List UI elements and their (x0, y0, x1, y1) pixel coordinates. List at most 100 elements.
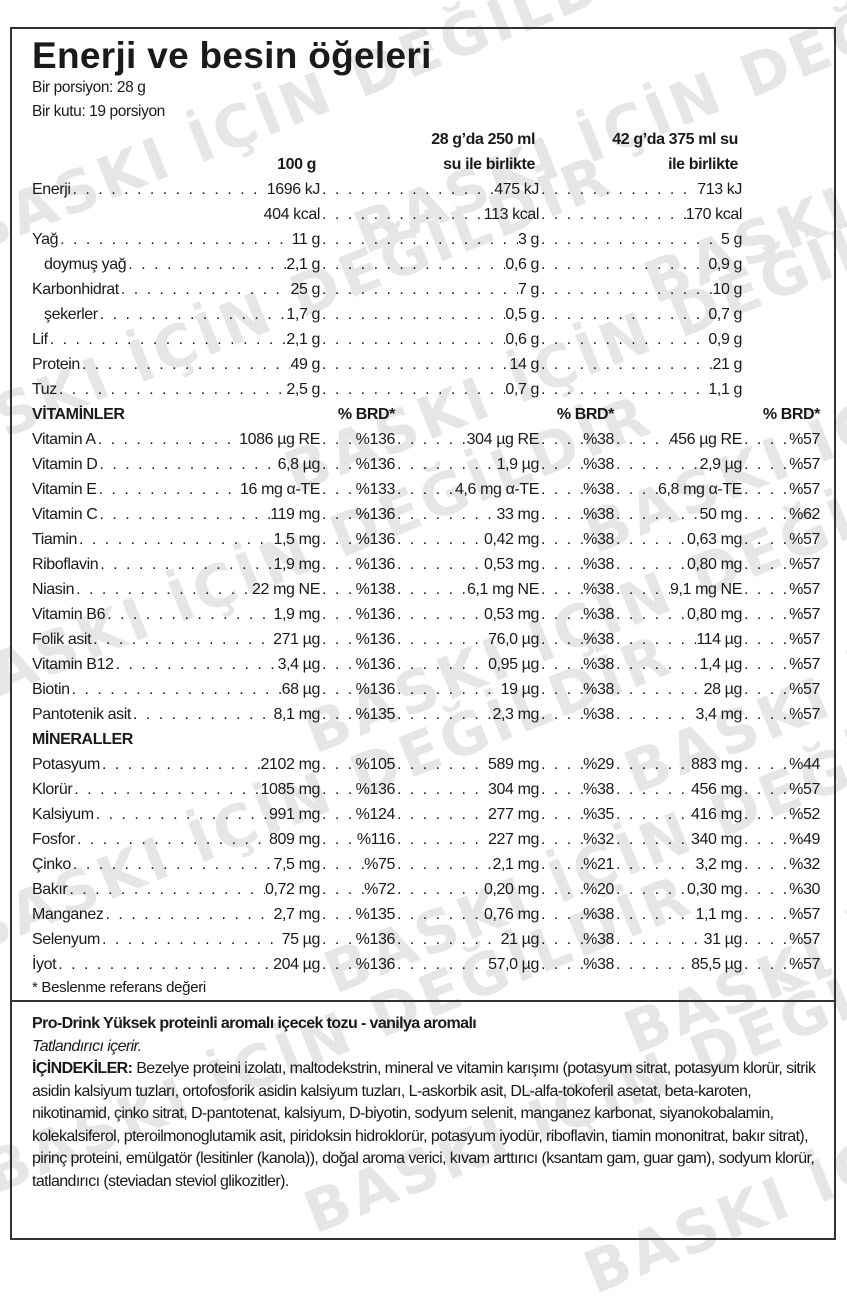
row-cell: %57 (742, 927, 820, 952)
brd-250ml: %38 (583, 706, 614, 723)
row-cell: Enerji 1696 kJ (32, 177, 320, 202)
dot-leader (539, 477, 583, 502)
row-cell: 0,5 g (320, 302, 539, 327)
value-375ml: 5 g (720, 231, 742, 248)
amount-250ml: 4,6 mg α-TE (455, 481, 539, 498)
brd-250ml: %38 (583, 906, 614, 923)
dot-leader (614, 802, 691, 827)
dot-leader (126, 252, 286, 277)
dot-leader (320, 427, 356, 452)
amount-250ml: 33 mg (496, 506, 540, 523)
dot-leader (320, 452, 356, 477)
row-cell: Vitamin B6 1,9 mg (32, 602, 320, 627)
dot-leader (614, 677, 704, 702)
dot-leader (742, 477, 789, 502)
dot-leader (614, 752, 691, 777)
row-cell: %136 (320, 677, 396, 702)
row-cell: % BRD* (544, 402, 615, 427)
row-cell: %136 (320, 602, 396, 627)
row-cell: %38 (539, 652, 614, 677)
brd-375ml: %49 (789, 831, 820, 848)
table-row: Vitamin D 6,8 µg %136 1,9 µg %38 2,9 µg %57 (12, 452, 838, 477)
row-cell: %38 (539, 902, 614, 927)
brd-250ml: %38 (583, 481, 614, 498)
dot-leader (395, 877, 484, 902)
brd-375ml: %57 (789, 631, 820, 648)
brd-250ml: %29 (583, 756, 614, 773)
dot-leader (56, 952, 273, 977)
dot-leader (320, 252, 505, 277)
brd-100g: %136 (355, 631, 396, 648)
dot-leader (614, 627, 696, 652)
dot-leader (320, 652, 356, 677)
dot-leader (539, 702, 583, 727)
row-cell: 0,9 g (539, 327, 742, 352)
dot-leader (96, 427, 239, 452)
dot-leader (119, 277, 291, 302)
amount-250ml: 0,20 mg (483, 881, 539, 898)
dot-leader (320, 677, 356, 702)
nutrient-label: Tuz (32, 381, 57, 398)
nutrient-label: Yağ (32, 231, 59, 248)
nutrient-label: şekerler (44, 306, 98, 323)
dot-leader (97, 502, 270, 527)
amount-375ml: 456 mg (691, 781, 742, 798)
row-cell: 1,9 µg (395, 452, 540, 477)
dot-leader (614, 927, 704, 952)
amount-375ml: 883 mg (691, 756, 742, 773)
table-row: Klorür 1085 mg %136 304 mg %38 456 mg %57 (12, 777, 838, 802)
row-cell: %136 (320, 427, 396, 452)
dot-leader (320, 952, 356, 977)
row-cell: %29 (539, 752, 614, 777)
amount-100g: 204 µg (273, 956, 320, 973)
row-cell: Kalsiyum 991 mg (32, 802, 320, 827)
amount-100g: 8,1 mg (273, 706, 320, 723)
dot-leader (614, 777, 691, 802)
brd-100g: %136 (355, 931, 396, 948)
row-cell: %38 (539, 677, 614, 702)
dot-leader (395, 952, 488, 977)
product-name: Pro-Drink Yüksek proteinli aromalı içece… (32, 1015, 477, 1032)
dot-leader (395, 602, 484, 627)
row-cell: Manganez 2,7 mg (32, 902, 320, 927)
row-cell: Tiamin 1,5 mg (32, 527, 320, 552)
dot-leader (539, 802, 583, 827)
nutrient-label: Pantotenik asit (32, 706, 131, 723)
amount-250ml: 0,95 µg (488, 656, 539, 673)
brd-250ml: %38 (583, 581, 614, 598)
row-cell: 9,1 mg NE (614, 577, 742, 602)
table-row: Bakır 0,72 mg %72 0,20 mg %20 0,30 mg %30 (12, 877, 838, 902)
brd-250ml: %38 (583, 431, 614, 448)
row-cell: 0,95 µg (395, 652, 539, 677)
row-cell: 4,6 mg α-TE (395, 477, 539, 502)
row-cell: 170 kcal (539, 202, 743, 227)
row-cell: Klorür 1085 mg (32, 777, 320, 802)
dot-leader (614, 952, 691, 977)
amount-250ml: 0,53 mg (483, 606, 539, 623)
row-cell: %44 (742, 752, 820, 777)
dot-leader (320, 227, 518, 252)
brd-header: % BRD* (337, 406, 396, 423)
column-header-250ml: 28 g’da 250 ml su ile birlikte (431, 127, 535, 177)
row-cell: 5 g (539, 227, 742, 252)
dot-leader (320, 877, 364, 902)
row-cell: 0,80 mg (614, 552, 742, 577)
row-cell: 0,30 mg (614, 877, 742, 902)
value-250ml: 0,7 g (505, 381, 539, 398)
value-375ml: 21 g (712, 356, 742, 373)
value-250ml: 0,5 g (505, 306, 539, 323)
value-250ml: 0,6 g (505, 256, 539, 273)
row-cell: %38 (539, 602, 614, 627)
brd-100g: %124 (355, 806, 396, 823)
dot-leader (48, 327, 287, 352)
dot-leader (98, 552, 273, 577)
column-header-100g: 100 g (277, 156, 316, 173)
brd-250ml: %38 (583, 781, 614, 798)
dot-leader (320, 327, 505, 352)
brd-375ml: %52 (789, 806, 820, 823)
row-cell: %57 (742, 602, 820, 627)
dot-leader (539, 302, 708, 327)
row-cell: %57 (742, 627, 820, 652)
row-cell: Selenyum 75 µg (32, 927, 320, 952)
brd-100g: %136 (355, 506, 396, 523)
